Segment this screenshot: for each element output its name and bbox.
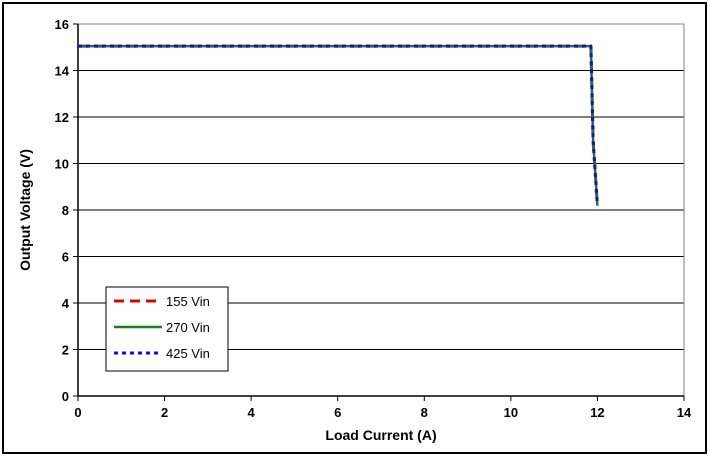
legend-box <box>105 286 229 372</box>
x-tick-label: 14 <box>677 405 692 420</box>
series-line-155-vin <box>78 44 599 206</box>
x-tick-label: 0 <box>74 405 81 420</box>
y-tick-label: 6 <box>62 250 69 265</box>
legend-label: 155 Vin <box>166 294 210 309</box>
series-lines <box>78 44 599 206</box>
x-axis-title: Load Current (A) <box>325 427 436 443</box>
x-tick-label: 12 <box>590 405 604 420</box>
legend-label: 270 Vin <box>166 320 210 335</box>
series-line-425-vin <box>78 44 599 206</box>
y-tick-label: 8 <box>62 203 69 218</box>
y-tick-label: 16 <box>55 17 69 32</box>
x-tick-label: 10 <box>504 405 518 420</box>
line-chart: 0 2 4 6 8 10 12 14 16 0 2 4 6 8 10 12 14 Load Current (… <box>17 17 692 443</box>
y-tick-label: 12 <box>55 110 69 125</box>
y-tick-labels: 0 2 4 6 8 10 12 14 16 <box>55 17 78 404</box>
series-line-270-vin <box>78 44 599 206</box>
y-axis-title: Output Voltage (V) <box>17 149 33 271</box>
legend-label: 425 Vin <box>166 346 210 361</box>
legend: 155 Vin 270 Vin 425 Vin <box>105 286 229 372</box>
y-tick-label: 0 <box>62 389 69 404</box>
x-tick-label: 4 <box>248 405 256 420</box>
x-tick-labels: 0 2 4 6 8 10 12 14 <box>74 396 692 420</box>
x-tick-label: 6 <box>334 405 341 420</box>
y-tick-label: 2 <box>62 343 69 358</box>
y-tick-label: 4 <box>62 296 70 311</box>
y-tick-label: 14 <box>55 64 70 79</box>
x-tick-label: 2 <box>161 405 168 420</box>
x-tick-label: 8 <box>421 405 428 420</box>
y-tick-label: 10 <box>55 157 69 172</box>
